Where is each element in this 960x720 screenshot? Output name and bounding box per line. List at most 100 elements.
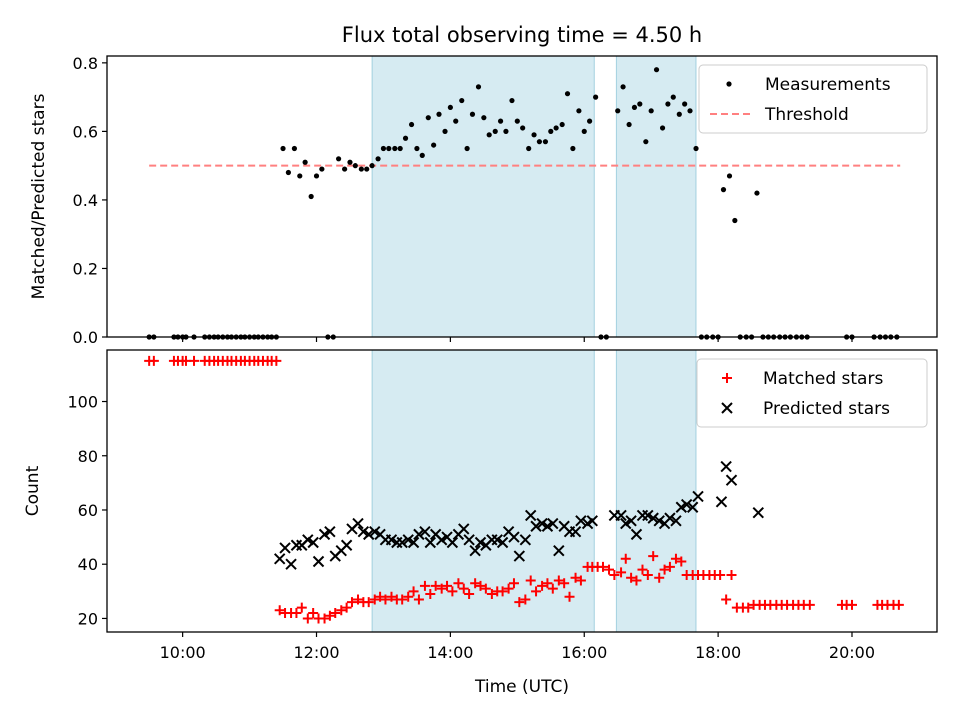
measurement-point [342,166,348,172]
measurement-point [386,145,392,152]
measurement-point [726,173,733,179]
measurement-point [392,145,398,152]
series-predicted-stars [273,460,764,570]
measurement-point [291,145,298,152]
measurement-point [687,108,693,114]
measurement-point [302,159,308,165]
matched-star-point [419,580,430,591]
measurement-point [469,111,476,117]
measurement-point [425,115,431,121]
matched-star-point [893,599,904,610]
measurement-point [531,132,537,138]
top-panel: 0.0 0.2 0.4 0.6 0.8 Matched/Predicted stars Me… [29,54,938,347]
x-tick-label: 16:00 [561,643,607,662]
matched-star-point [369,594,380,605]
predicted-star-point [625,515,637,527]
predicted-star-point [312,555,325,568]
matched-star-point [413,594,424,605]
measurement-point [514,118,520,124]
matched-star-point [726,570,737,581]
matched-star-point [470,578,481,589]
matched-star-point [559,578,570,589]
measurement-point [593,94,599,100]
matched-star-point [408,586,419,597]
matched-star-point [363,597,374,608]
matched-star-point [380,594,391,605]
y-tick-label: 100 [67,393,98,412]
x-tick-label: 12:00 [293,643,339,662]
predicted-star-point [413,528,425,541]
measurement-point [526,145,532,152]
matched-star-point [375,591,386,602]
axes-frame [106,55,938,338]
matched-star-point [597,561,608,572]
series-matched-stars [144,355,904,624]
matched-star-point [570,572,581,583]
predicted-star-point [530,520,542,532]
chart-title: Flux total observing time = 4.50 h [342,23,702,47]
bottom-panel: 20 40 60 80 100 10:00 12:00 14:00 16:00 18:00 20:0… [23,349,938,662]
matched-star-point [743,602,754,613]
y-tick-label: 0.8 [73,54,98,73]
observing-window-1 [371,55,595,338]
matched-star-point [642,570,653,581]
matched-star-point [386,591,397,602]
matched-star-point [436,583,447,594]
measurement-point [481,115,487,121]
predicted-star-point [680,498,693,511]
predicted-star-point [725,474,738,486]
matched-star-point [620,553,631,564]
matched-star-point [425,589,436,600]
matched-star-point [514,597,525,608]
matched-star-point [336,605,347,616]
matched-star-point [464,589,475,600]
measurement-point [369,163,375,169]
measurement-point [459,97,465,104]
matched-star-point [525,575,536,586]
measurement-point [637,101,643,107]
matched-star-point [319,613,330,624]
measurement-point [280,145,286,152]
matched-star-point [480,583,491,594]
matched-star-point [430,580,441,591]
measurement-point [380,145,387,152]
measurement-point [659,125,666,131]
measurement-point [313,173,320,179]
legend: Matched stars Predicted stars [696,358,928,428]
predicted-star-point [692,490,704,503]
predicted-star-point [686,501,699,513]
predicted-star-point [285,558,297,570]
observing-window-2 [615,55,697,338]
matched-star-point [604,564,615,575]
predicted-star-point [508,531,520,543]
matched-star-point [148,355,159,366]
legend-label: Threshold [764,105,849,125]
measurement-point [682,101,688,107]
predicted-star-point [463,534,475,546]
legend-label: Matched stars [763,369,883,389]
measurement-point [436,111,442,117]
matched-star-point [341,602,352,613]
matched-star-point [447,586,458,597]
measurement-point [643,139,649,145]
matched-star-point [616,567,627,578]
measurement-point [720,187,727,193]
measurement-point [653,67,660,73]
legend-label: Predicted stars [763,399,890,419]
y-tick-label: 80 [78,447,98,466]
measurement-point [648,108,654,114]
matched-star-point [271,355,282,366]
matched-star-point [189,355,200,366]
predicted-star-point [553,544,565,557]
x-axis-label: Time (UTC) [474,677,569,697]
measurement-point [509,97,515,104]
predicted-star-point [586,515,598,527]
matched-star-point [804,599,815,610]
legend-label: Measurements [765,75,891,95]
matched-star-point [631,575,642,586]
predicted-star-point [424,536,437,549]
matched-star-point [553,575,564,586]
measurement-point [676,111,682,117]
measurement-point [670,94,676,100]
legend: Measurements Threshold [698,64,928,134]
